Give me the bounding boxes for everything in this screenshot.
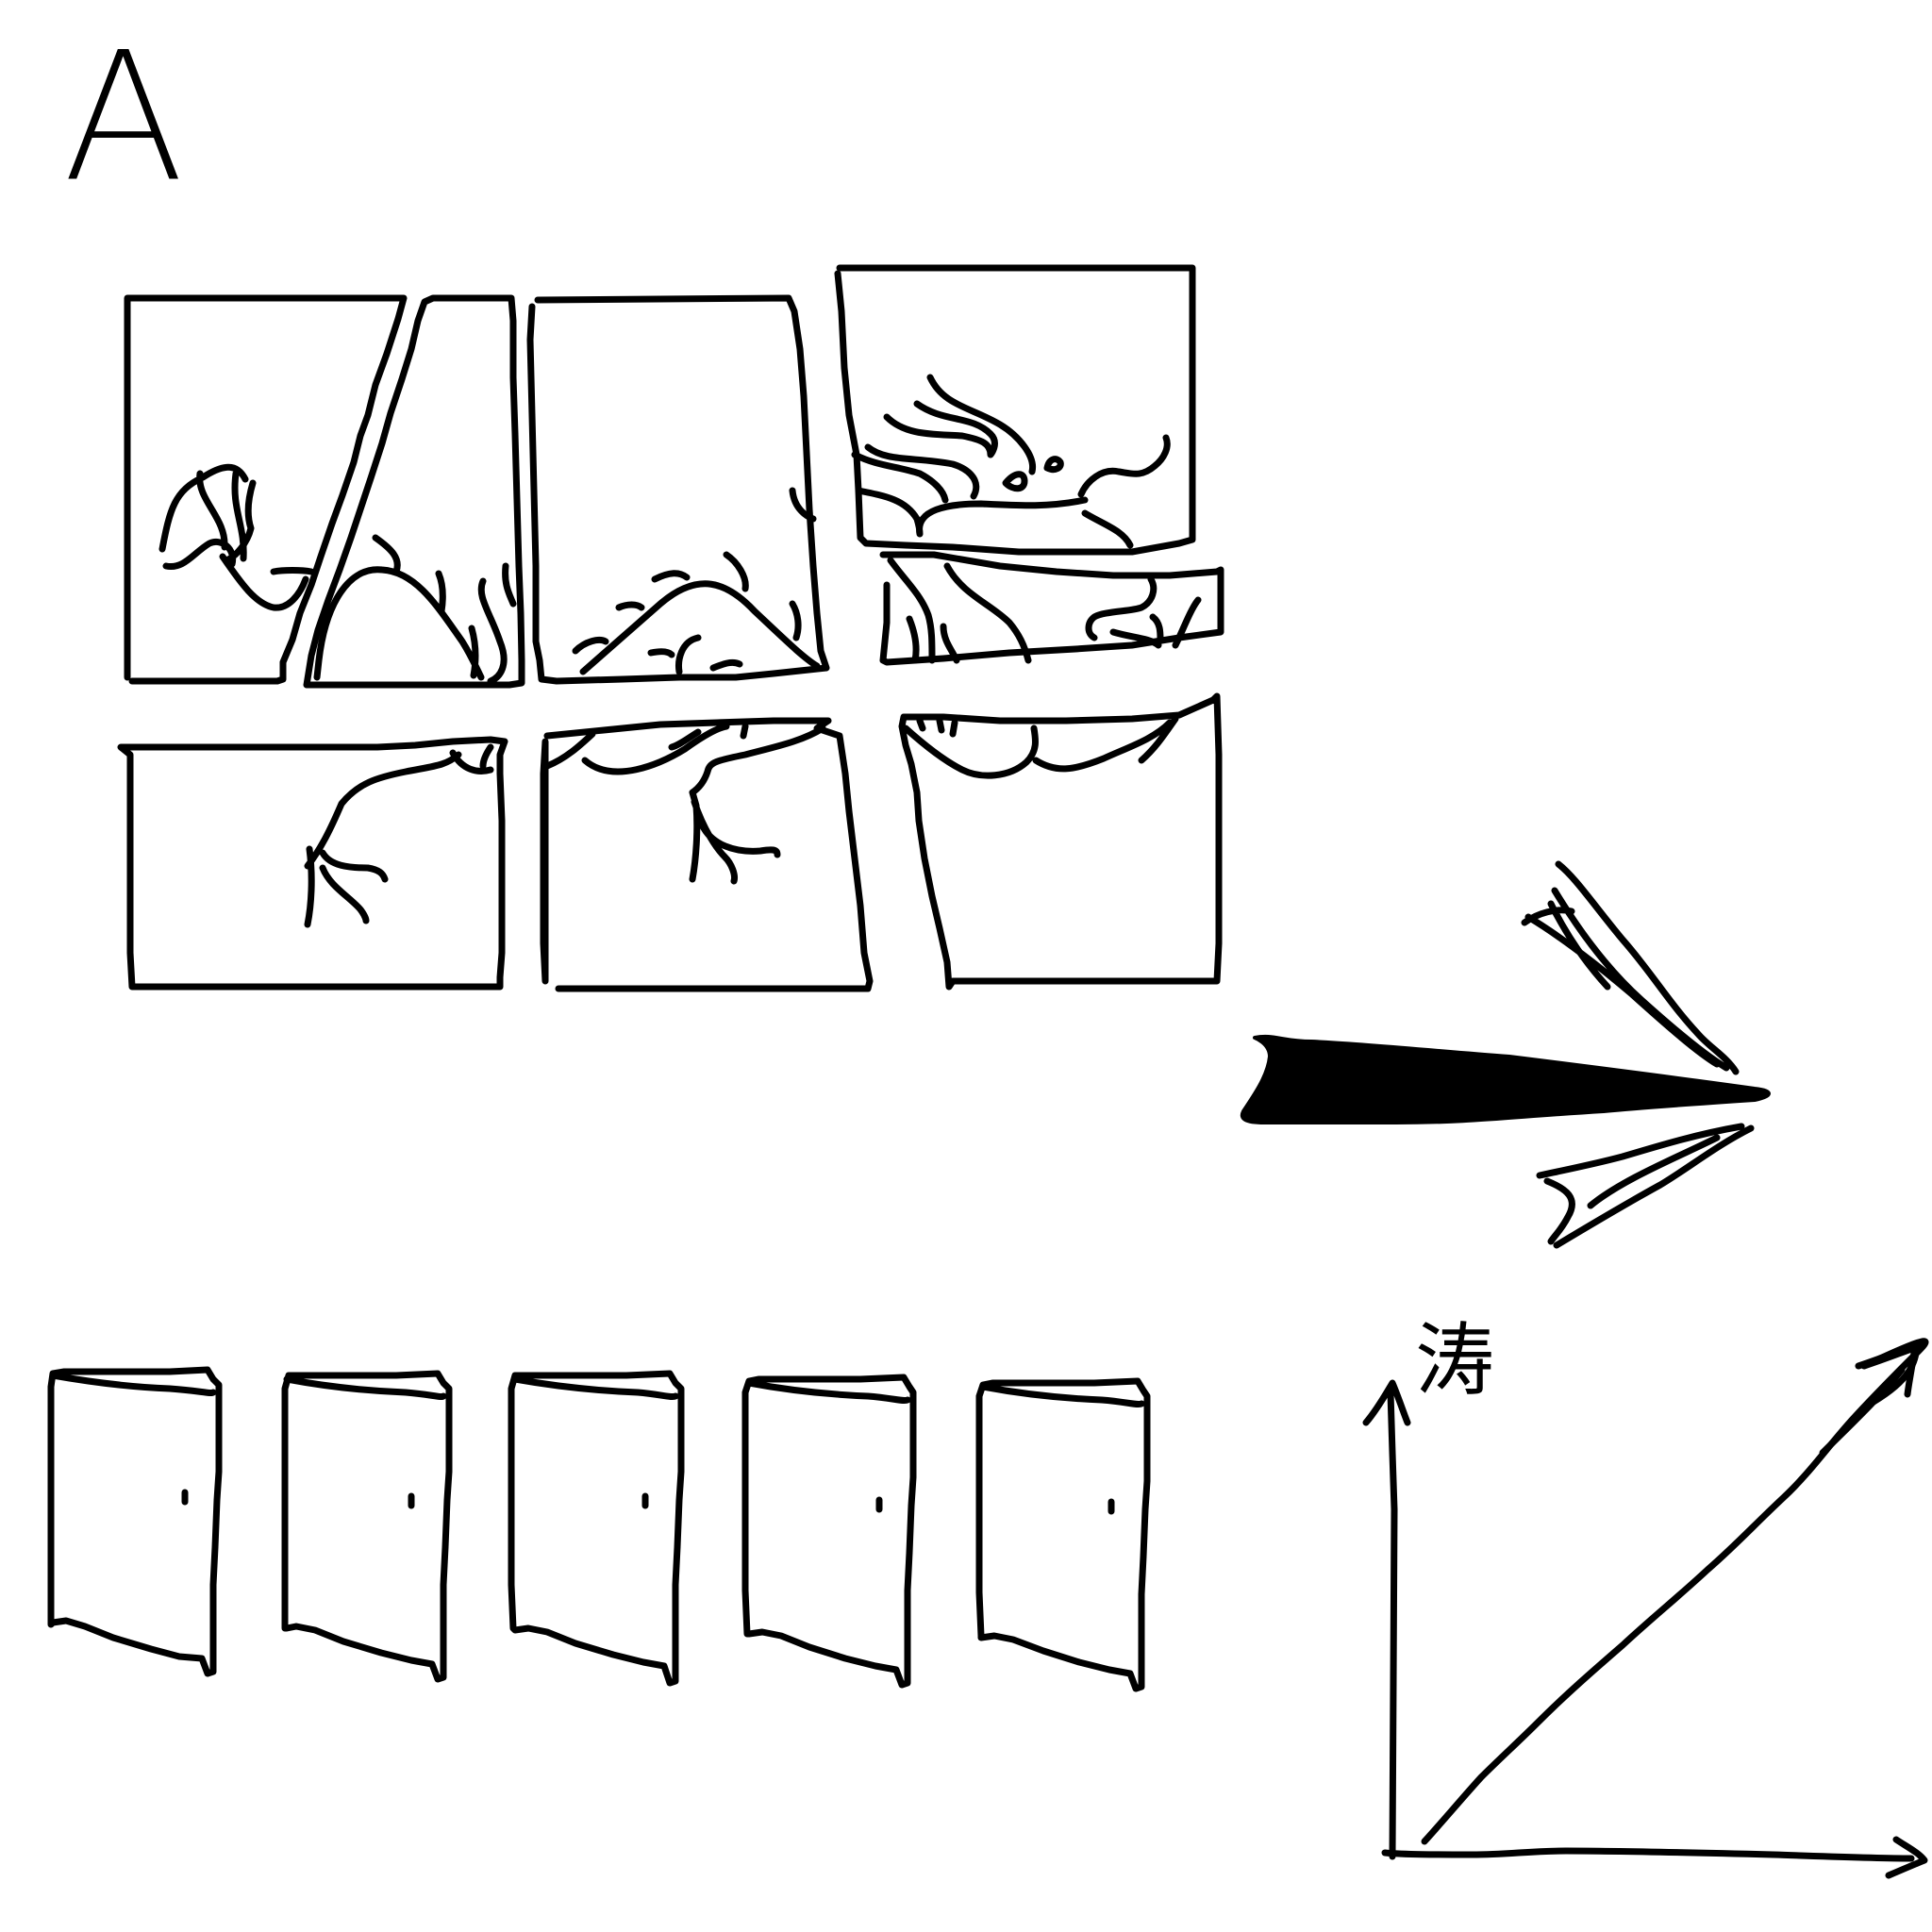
grid-tile-8 bbox=[898, 692, 1223, 991]
tile-5-plants bbox=[887, 557, 1202, 664]
door-5 bbox=[975, 1377, 1151, 1692]
grid-tile-4 bbox=[834, 264, 1196, 556]
door-2 bbox=[281, 1370, 453, 1683]
y-axis bbox=[1362, 1379, 1411, 1860]
tile-1-hill bbox=[313, 534, 517, 685]
grid-tile-5 bbox=[879, 551, 1224, 666]
arrow-shaft bbox=[1240, 1034, 1771, 1124]
grid-tile-3 bbox=[526, 294, 830, 685]
landscape-grid-bottom bbox=[117, 692, 1223, 992]
panel-label: A bbox=[62, 13, 186, 222]
tile-6-branch bbox=[304, 743, 494, 928]
door-4 bbox=[741, 1374, 917, 1689]
tile-1-tree bbox=[158, 463, 315, 611]
y-axis-label: 涛 bbox=[1415, 1314, 1495, 1407]
tile-8-hill bbox=[902, 715, 1179, 779]
door-1 bbox=[47, 1366, 223, 1677]
tile-7-branch bbox=[543, 723, 826, 885]
tile-3-hill bbox=[572, 487, 821, 675]
grid-tile-2 bbox=[303, 294, 525, 689]
landscape-grid bbox=[124, 264, 1224, 689]
tile-4-flowers bbox=[851, 374, 1171, 549]
door-row bbox=[47, 1366, 1151, 1692]
grid-tile-6 bbox=[117, 736, 508, 991]
x-axis bbox=[1381, 1836, 1928, 1879]
grid-tile-7 bbox=[540, 717, 874, 992]
trend-line bbox=[1421, 1338, 1929, 1845]
trend-graph bbox=[1362, 1338, 1929, 1879]
grid-tile-1 bbox=[124, 294, 408, 685]
right-arrow-icon bbox=[1240, 860, 1771, 1249]
arrow-head-upper bbox=[1521, 860, 1740, 1075]
door-3 bbox=[508, 1370, 685, 1687]
trend-line-arrowhead bbox=[1819, 1341, 1919, 1457]
arrow-head-lower bbox=[1536, 1123, 1755, 1249]
